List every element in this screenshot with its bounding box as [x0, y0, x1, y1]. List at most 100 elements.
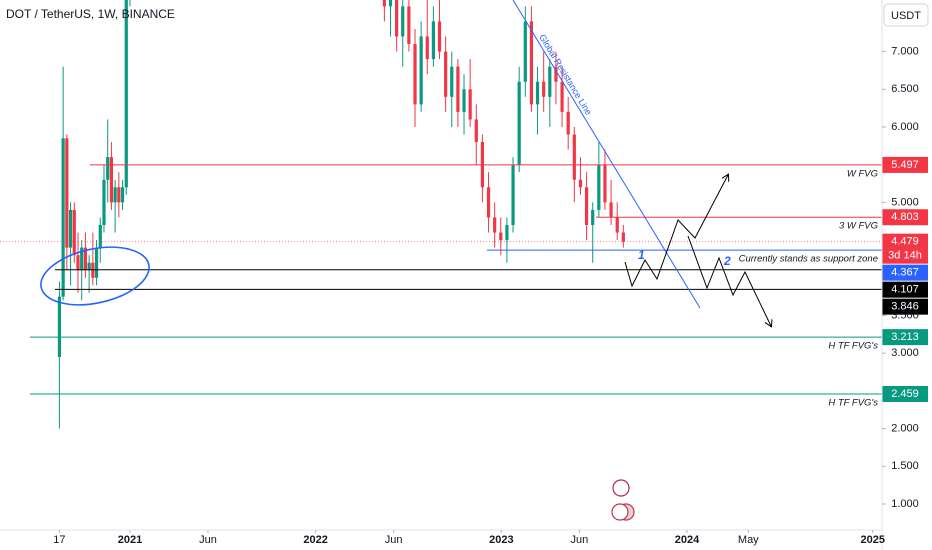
candles — [57, 0, 625, 429]
chart-title: DOT / TetherUS, 1W, BINANCE — [6, 7, 175, 21]
price-label-bg — [882, 209, 928, 226]
candle-body — [120, 187, 125, 203]
candle-body — [523, 21, 527, 82]
candle-body — [578, 179, 583, 188]
y-tick-label: 1.000 — [891, 498, 919, 510]
candle-body — [68, 209, 73, 248]
price-label: 3.213 — [891, 331, 919, 343]
y-tick-label: 6.500 — [891, 83, 919, 95]
candle-body — [91, 262, 95, 278]
y-tick-label: 3.500 — [891, 309, 919, 321]
event-icon[interactable] — [611, 503, 629, 521]
y-tick-label: 5.000 — [891, 196, 919, 208]
candle-body — [76, 255, 80, 271]
candle-body — [542, 81, 546, 97]
candle-body — [109, 157, 114, 203]
y-tick-label: 3.000 — [891, 347, 919, 359]
price-label: 4.479 — [891, 236, 919, 248]
x-tick-label: May — [738, 534, 759, 546]
price-label-bg — [882, 385, 928, 402]
axes: 7.000 6.500 6.000 5.000 3.500 3.000 2.000 1.500… — [53, 45, 918, 545]
x-tick-label: 2022 — [303, 534, 327, 546]
candle-body — [113, 187, 117, 203]
candle-body — [591, 209, 595, 225]
resistance-line — [512, 0, 701, 309]
candle-body — [535, 81, 540, 105]
level-note: 3 W FVG — [839, 221, 878, 232]
y-tick-label: 1.500 — [891, 460, 919, 472]
candle-body — [80, 247, 84, 271]
candle-body — [124, 0, 128, 188]
level-note: H TF FVG's — [828, 341, 878, 352]
price-label-bg — [882, 329, 928, 346]
candle-body — [474, 119, 478, 143]
x-tick-label: Jun — [570, 534, 588, 546]
candle-body — [493, 217, 497, 233]
candle-body — [106, 157, 110, 180]
candle-body — [94, 247, 99, 278]
candle-body — [615, 217, 619, 233]
candle-body — [444, 51, 448, 97]
price-label-bg — [882, 233, 928, 264]
candle-body — [456, 66, 460, 112]
y-tick-label: 6.000 — [891, 121, 919, 133]
zone-circle — [40, 246, 150, 306]
x-tick-label: 2021 — [118, 534, 142, 546]
candle-body — [560, 81, 564, 112]
resistance-label: Global Resistance Line — [537, 33, 594, 117]
candle-body — [486, 187, 491, 218]
event-icon[interactable] — [612, 479, 630, 497]
candle-body — [61, 138, 65, 297]
candle-body — [57, 296, 62, 357]
candle-body — [388, 0, 393, 7]
levels: W FVG 5.497 3 W FVG 4.803 4.479 3d 14h Current… — [0, 156, 928, 408]
candle-body — [395, 0, 399, 37]
price-countdown: 3d 14h — [888, 250, 922, 262]
candle-body — [431, 21, 435, 60]
candle-body — [517, 81, 521, 165]
x-tick-label: Jun — [385, 534, 403, 546]
candle-body — [554, 66, 558, 82]
candle-body — [83, 247, 88, 271]
x-tick-label: 17 — [53, 534, 65, 546]
price-label-bg — [882, 156, 928, 173]
candle-body — [584, 187, 589, 225]
candle-body — [401, 6, 405, 37]
candle-body — [87, 262, 91, 271]
projection-path — [687, 235, 771, 326]
candle-body — [413, 44, 417, 105]
y-tick-label: 2.000 — [891, 422, 919, 434]
candle-body — [603, 164, 607, 203]
price-label: 4.367 — [891, 267, 919, 279]
candle-body — [72, 209, 76, 256]
currency-button[interactable] — [883, 3, 929, 27]
candle-body — [529, 21, 534, 105]
candle-body — [117, 187, 121, 203]
price-label: 3.846 — [891, 301, 919, 313]
x-tick-label: Jun — [199, 534, 217, 546]
candle-body — [499, 232, 503, 241]
candle-body — [621, 232, 625, 242]
candle-body — [572, 134, 576, 180]
candle-body — [511, 164, 515, 225]
price-label-bg — [882, 281, 928, 298]
candle-body — [597, 164, 601, 210]
candle-body — [450, 66, 454, 97]
candle-body — [425, 36, 429, 60]
wave-label: 2 — [723, 254, 731, 268]
candle-body — [382, 0, 386, 7]
currency: USDT — [891, 10, 921, 22]
price-label: 5.497 — [891, 159, 919, 171]
price-label-bg — [882, 264, 928, 281]
candle-body — [462, 89, 466, 112]
wave-label: 1 — [638, 248, 645, 262]
candle-body — [102, 179, 106, 225]
candle-body — [407, 6, 411, 45]
price-label: 2.459 — [891, 388, 919, 400]
price-label: 4.107 — [891, 284, 919, 296]
candle-body — [609, 202, 613, 218]
price-label-bg — [882, 298, 928, 315]
candle-body — [419, 36, 423, 105]
projection-path — [624, 175, 728, 288]
